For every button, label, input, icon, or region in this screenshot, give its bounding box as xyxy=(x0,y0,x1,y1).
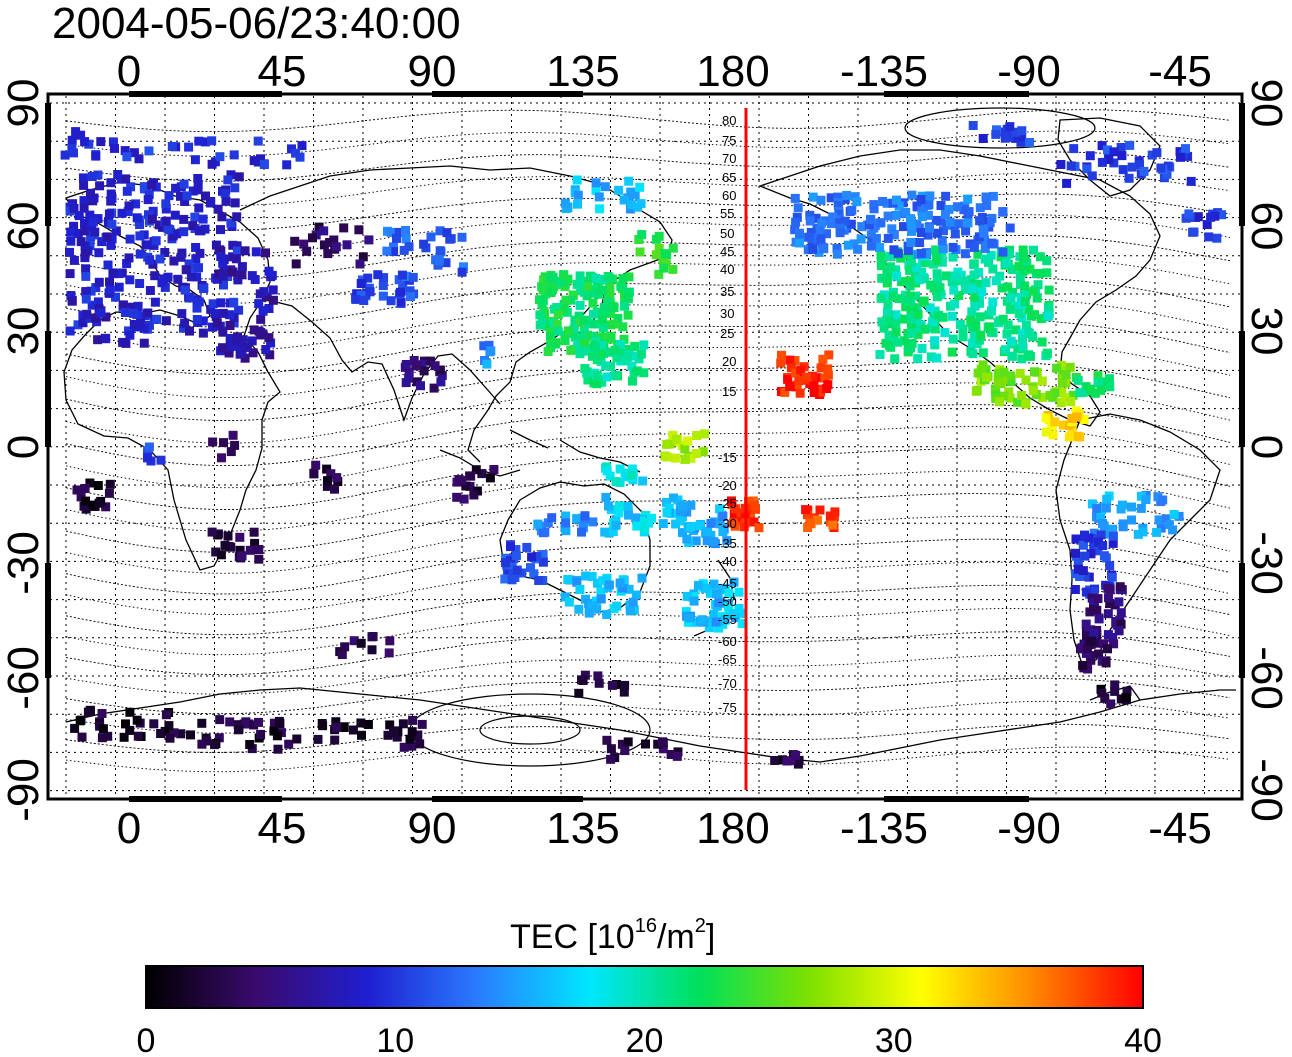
meridian-label: 25 xyxy=(720,326,734,341)
meridian-label: 50 xyxy=(720,226,734,241)
meridian-label: 20 xyxy=(722,354,736,369)
meridian-contour-labels: 80 75 70 65 60 55 50 45 40 35 30 25 20 15 -15 -20 -25 -30… xyxy=(718,113,737,715)
lon-tick-label: 45 xyxy=(258,804,307,853)
lat-tick-label: 30 xyxy=(1242,307,1291,356)
lat-tick-label: 60 xyxy=(1242,202,1291,251)
lon-tick-label: -90 xyxy=(997,804,1061,853)
meridian-label: 70 xyxy=(722,151,736,166)
meridian-label: -70 xyxy=(718,676,737,691)
coast-asia-north xyxy=(239,165,673,263)
frame-tick-marks xyxy=(45,91,1245,802)
meridian-label: -15 xyxy=(718,450,737,465)
coast-arabia-india xyxy=(267,299,501,422)
lon-tick-label: 90 xyxy=(408,804,457,853)
meridian-label: 30 xyxy=(720,306,734,321)
lat-tick-label: -90 xyxy=(1242,758,1291,822)
meridian-label: 35 xyxy=(720,284,734,299)
meridian-label: -20 xyxy=(718,478,737,493)
meridian-label: 80 xyxy=(722,113,736,128)
meridian-label: -30 xyxy=(718,516,737,531)
lat-lon-grid xyxy=(50,96,1240,797)
coast-greenland xyxy=(1057,117,1161,197)
coast-south-america xyxy=(1055,413,1221,665)
colorbar-tick-label: 40 xyxy=(1124,1022,1162,1057)
colorbar: TEC [1016/m2] 0 10 20 30 40 xyxy=(137,915,1162,1057)
lat-tick-label: 0 xyxy=(0,435,48,459)
lon-tick-label: -90 xyxy=(997,47,1061,96)
colorbar-tick-label: 20 xyxy=(626,1022,664,1057)
lat-tick-label: 60 xyxy=(0,202,48,251)
lat-tick-label: 90 xyxy=(0,79,48,128)
meridian-label: -45 xyxy=(718,576,737,591)
meridian-label: -60 xyxy=(718,634,737,649)
meridian-label: 15 xyxy=(722,384,736,399)
lon-tick-label: -45 xyxy=(1148,804,1212,853)
lat-tick-label: -30 xyxy=(0,531,48,595)
meridian-label: 60 xyxy=(722,188,736,203)
lat-tick-label: 0 xyxy=(1242,435,1291,459)
latitude-labels-right: 90 60 30 0 -30 -60 -90 xyxy=(1242,79,1291,822)
lon-tick-label: 90 xyxy=(408,47,457,96)
tec-observations xyxy=(60,121,1227,769)
map-panel: 80 75 70 65 60 55 50 45 40 35 30 25 20 15 -15 -20 -25 -30… xyxy=(45,91,1245,802)
meridian-label: 65 xyxy=(722,170,736,185)
lat-tick-label: -90 xyxy=(0,758,48,822)
meridian-label: 45 xyxy=(720,244,734,259)
colorbar-tick-label: 10 xyxy=(376,1022,414,1057)
colorbar-tick-label: 0 xyxy=(137,1022,156,1057)
lat-tick-label: 90 xyxy=(1242,79,1291,128)
colorbar-tick-label: 30 xyxy=(875,1022,913,1057)
colorbar-title: TEC [1016/m2] xyxy=(510,915,715,956)
meridian-label: 55 xyxy=(720,206,734,221)
meridian-label: -25 xyxy=(718,496,737,511)
lon-tick-label: -135 xyxy=(840,804,928,853)
latitude-labels-left: 90 60 30 0 -30 -60 -90 xyxy=(0,79,48,822)
lon-tick-label: -135 xyxy=(840,47,928,96)
lon-tick-label: 135 xyxy=(546,47,619,96)
lon-tick-label: 45 xyxy=(258,47,307,96)
meridian-label: -55 xyxy=(718,612,737,627)
longitude-labels-bottom: 0 45 90 135 180 -135 -90 -45 xyxy=(117,804,1212,853)
colorbar-tick-labels: 0 10 20 30 40 xyxy=(137,1022,1162,1057)
meridian-label: -75 xyxy=(718,700,737,715)
meridian-label: -35 xyxy=(718,536,737,551)
longitude-labels-top: 0 45 90 135 180 -135 -90 -45 xyxy=(117,47,1212,96)
lon-tick-label: 0 xyxy=(117,804,141,853)
meridian-label: 75 xyxy=(722,133,736,148)
lon-tick-label: 180 xyxy=(696,804,769,853)
lon-tick-label: 0 xyxy=(117,47,141,96)
meridian-label: -65 xyxy=(718,652,737,667)
colorbar-gradient xyxy=(145,965,1144,1009)
lon-tick-label: 135 xyxy=(546,804,619,853)
lat-tick-label: -30 xyxy=(1242,531,1291,595)
figure-title: 2004-05-06/23:40:00 xyxy=(52,0,461,48)
meridian-label: -40 xyxy=(718,554,737,569)
lon-tick-label: -45 xyxy=(1148,47,1212,96)
lat-tick-label: 30 xyxy=(0,307,48,356)
lat-tick-label: -60 xyxy=(0,646,48,710)
lon-tick-label: 180 xyxy=(696,47,769,96)
meridian-label: -50 xyxy=(718,594,737,609)
meridian-label: 40 xyxy=(720,262,734,277)
lat-tick-label: -60 xyxy=(1242,646,1291,710)
